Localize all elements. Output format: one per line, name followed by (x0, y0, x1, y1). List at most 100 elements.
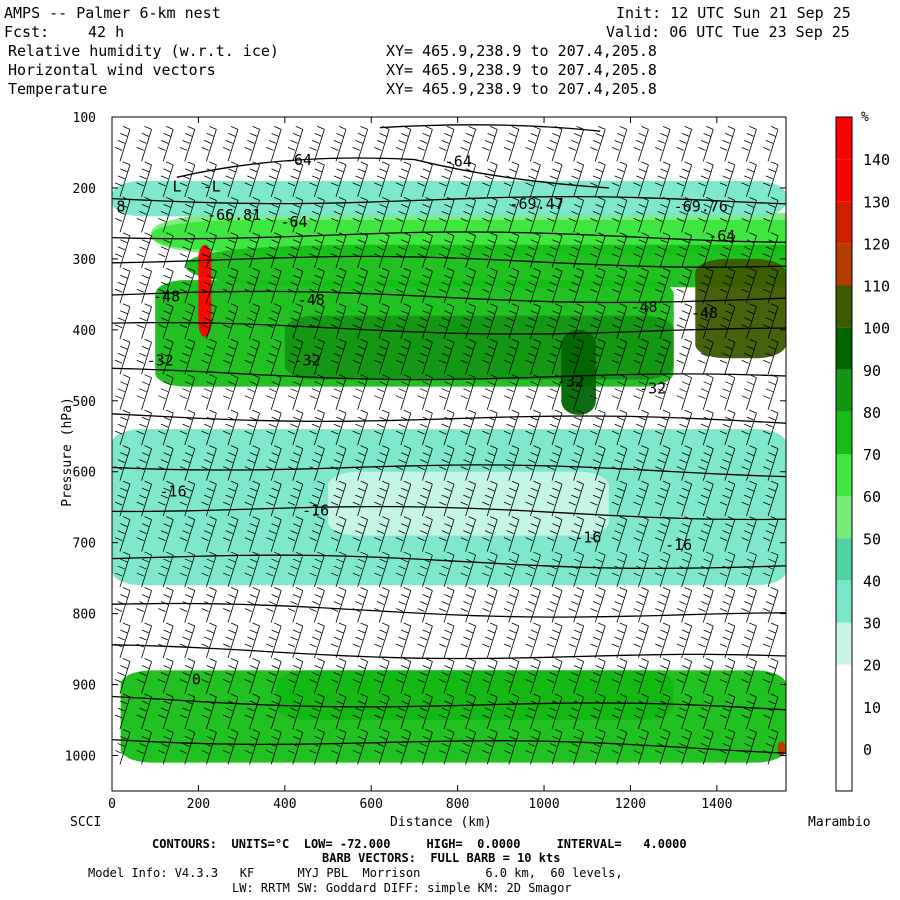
wind-barb (763, 551, 779, 588)
wind-barb (547, 729, 563, 765)
wind-barb (741, 693, 757, 730)
wind-barb (201, 587, 217, 623)
wind-barb (547, 445, 563, 481)
wind-barb (547, 516, 563, 552)
wind-barb (115, 480, 131, 517)
wind-barb (309, 232, 325, 268)
wind-barb (374, 551, 390, 588)
wind-barb (568, 196, 584, 233)
contour-label: -48 (298, 291, 325, 309)
wind-barb (395, 693, 412, 730)
wind-barb (482, 551, 498, 588)
x-tick-label: 0 (108, 797, 116, 812)
wind-barb (158, 126, 174, 162)
plot-title: AMPS -- Palmer 6-km nest (4, 4, 221, 22)
wind-barb (611, 445, 628, 481)
wind-barb (331, 658, 347, 694)
wind-barb (741, 729, 757, 765)
wind-barb (676, 303, 693, 339)
wind-barb (287, 622, 304, 659)
wind-barb (763, 516, 779, 552)
wind-barb (395, 232, 412, 268)
wind-barb (611, 161, 628, 197)
colorbar-tick-label: 40 (863, 572, 881, 590)
wind-barb (439, 551, 455, 588)
rh-region (284, 315, 674, 380)
wind-barb (698, 267, 714, 304)
wind-barb (352, 480, 368, 517)
wind-barb (266, 445, 282, 481)
wind-barb (763, 196, 779, 233)
wind-barb (676, 480, 693, 517)
wind-barb (309, 196, 325, 233)
wind-barb (568, 303, 584, 339)
wind-barb (676, 445, 693, 481)
wind-barb (611, 622, 628, 659)
wind-barb (374, 409, 390, 446)
colorbar: 0 10 20 30 40 50 60 70 80 90 100 110 120 130 140% (835, 110, 890, 792)
colorbar-bin (836, 496, 852, 539)
wind-barb (525, 374, 541, 410)
wind-barb (417, 232, 433, 268)
wind-barb (611, 232, 628, 268)
wind-barb (136, 303, 152, 339)
wind-barb (503, 445, 520, 481)
wind-barb (503, 658, 520, 694)
wind-barb (136, 267, 152, 304)
forecast-label: Fcst: (4, 23, 50, 41)
wind-barb (417, 303, 433, 339)
y-tick-label: 900 (73, 679, 96, 694)
wind-barb (223, 126, 239, 162)
contour-label: -64 (281, 213, 308, 231)
wind-barb (439, 516, 455, 552)
wind-barb (287, 303, 304, 339)
wind-barb (158, 587, 174, 623)
axes: 0 200 400 600 800 1000 1200 1400 100 200 300 400 500… (65, 111, 786, 812)
wind-barb (158, 516, 174, 552)
wind-barb (115, 658, 131, 694)
wind-barb (460, 551, 476, 588)
wind-barb (374, 693, 390, 730)
x-tick-label: 1000 (528, 797, 559, 812)
wind-barb (179, 409, 196, 446)
contour-label: -69.76 (674, 197, 728, 215)
wind-barb (525, 480, 541, 517)
wind-barb (547, 196, 563, 233)
wind-barb (244, 587, 260, 623)
wind-barb (482, 480, 498, 517)
wind-barb (244, 516, 260, 552)
wind-barb (287, 338, 304, 375)
wind-barb (460, 267, 476, 304)
rh-region (777, 741, 786, 756)
wind-barb (590, 693, 606, 730)
wind-barb (741, 196, 757, 233)
wind-barb (525, 658, 541, 694)
wind-barb (287, 658, 304, 694)
wind-barb (633, 126, 649, 162)
wind-barb (568, 622, 584, 659)
wind-barb (655, 374, 671, 410)
wind-barb (136, 551, 152, 588)
wind-barb (698, 693, 714, 730)
wind-barb (395, 338, 412, 375)
wind-barb (460, 161, 476, 197)
wind-barb (482, 409, 498, 446)
colorbar-tick-label: 0 (863, 741, 872, 759)
wind-barb (676, 232, 693, 268)
wind-barb (503, 126, 520, 162)
colorbar-bin (836, 369, 852, 412)
wind-barb (525, 587, 541, 623)
contour-label: -16 (574, 529, 601, 547)
wind-barb (266, 161, 282, 197)
wind-barb (374, 480, 390, 517)
wind-barb (655, 658, 671, 694)
wind-barb (331, 693, 347, 730)
wind-barb (547, 267, 563, 304)
contour-label: -L (203, 177, 221, 195)
wind-barb (201, 409, 217, 446)
y-tick-label: 700 (73, 537, 96, 552)
wind-barb (590, 445, 606, 481)
wind-barb (590, 551, 606, 588)
wind-barb (115, 374, 131, 410)
wind-barb (676, 338, 693, 375)
